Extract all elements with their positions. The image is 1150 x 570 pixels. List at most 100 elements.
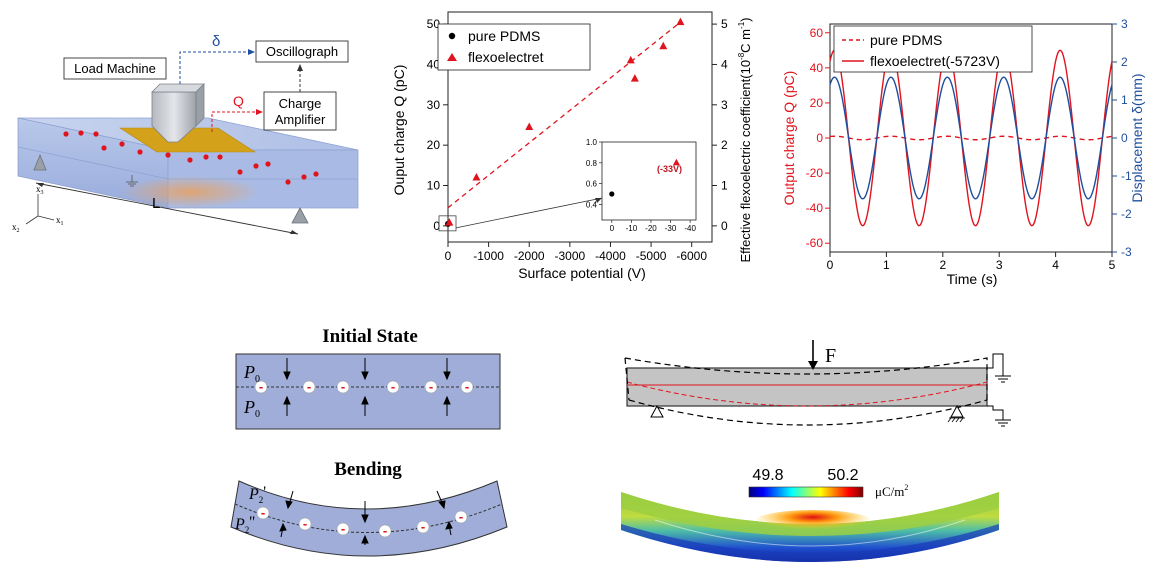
svg-text:x1: x1 bbox=[56, 215, 64, 227]
colorbar-unit-text: μC/m bbox=[875, 484, 904, 499]
axis-x1-label: x bbox=[56, 215, 61, 225]
charge-amplifier-label-1: Charge bbox=[279, 96, 322, 111]
chart2-legend: pure PDMS flexoelectret(-5723V) bbox=[833, 25, 1033, 73]
chart2-y-tick-label: -20 bbox=[806, 166, 824, 180]
p2-prime-mark: ' bbox=[263, 484, 266, 501]
charge-symbol: - bbox=[307, 379, 311, 394]
p2-double-prime-label: P bbox=[234, 516, 245, 533]
charge-circle bbox=[378, 524, 392, 538]
p2-prime-label: P bbox=[248, 486, 259, 503]
charge-circle bbox=[336, 522, 350, 536]
chart2-x-tick-label: 0 bbox=[827, 258, 834, 272]
charge-symbol: - bbox=[391, 379, 395, 394]
charge-circle bbox=[254, 380, 268, 394]
charge-circle bbox=[302, 380, 316, 394]
colorbar-unit: μC/m2 bbox=[875, 483, 908, 499]
svg-text:P2'': P2'' bbox=[234, 514, 255, 535]
colorbar-max-label: 50.2 bbox=[827, 467, 858, 484]
charge-symbol: - bbox=[421, 519, 425, 534]
chart1-y-tick-label: 50 bbox=[427, 17, 441, 31]
polarization-contour-plot: 49.8 50.2 μC/m2 bbox=[621, 467, 999, 562]
coordinate-axes-icon bbox=[25, 194, 55, 225]
chart1-y-tick-label: 10 bbox=[427, 179, 441, 193]
zoom-box bbox=[438, 215, 457, 232]
charge-symbol: - bbox=[465, 379, 469, 394]
experiment-setup-diagram: L x3 x1 x2 Load Machine Oscillograph Cha… bbox=[12, 33, 359, 235]
bent-sample bbox=[230, 480, 508, 557]
legend-flexoelectret-label: flexoelectret bbox=[468, 49, 544, 65]
legend-pdms-marker bbox=[448, 32, 456, 40]
chart2-y-tick-label: -40 bbox=[806, 201, 824, 215]
initial-state-title: Initial State bbox=[322, 326, 418, 347]
inset-x-tick-label: 0 bbox=[610, 224, 615, 233]
chart1-point-flexoelectret bbox=[472, 172, 481, 181]
polarization-arrowhead bbox=[443, 371, 451, 381]
chart1-x-tick-label: -2000 bbox=[514, 249, 545, 263]
chart2-y-tick-label: 20 bbox=[810, 96, 824, 110]
polarization-arrowhead bbox=[361, 395, 369, 405]
chart2-y2-tick-label: -3 bbox=[1121, 245, 1132, 259]
chart1-y-tick-label: 40 bbox=[427, 57, 441, 71]
legend-flexoelectret-marker bbox=[447, 53, 457, 61]
inset-x-tick-label: -20 bbox=[645, 224, 657, 233]
chart2-y-tick-label: 0 bbox=[816, 131, 823, 145]
chart1-y-axis-label: Ouput charge Q (pC) bbox=[391, 65, 407, 196]
ground-icon bbox=[126, 175, 138, 187]
chart2-series-line-0 bbox=[829, 135, 1113, 141]
axis-x1-sub: 1 bbox=[61, 221, 64, 227]
legend-pdms-label: pure PDMS bbox=[468, 28, 540, 44]
chart1-y2-tick-label: 5 bbox=[721, 17, 728, 31]
chart1-y2-label-tail: C m bbox=[738, 29, 753, 53]
chart1-point-flexoelectret bbox=[525, 122, 534, 130]
charge-symbol: - bbox=[429, 379, 433, 394]
force-label: F bbox=[825, 345, 836, 367]
p2-prime-sub: 2 bbox=[259, 495, 264, 505]
chart2-x-tick-label: 3 bbox=[996, 258, 1003, 272]
chart2-y-tick-label: -60 bbox=[806, 236, 824, 250]
bending-diagram: Bending -- - - -- P2' P2'' bbox=[230, 459, 508, 557]
inset-point-pdms bbox=[609, 191, 615, 197]
axis-x2-label: x bbox=[12, 222, 17, 232]
legend-flexoelectret-line-label: flexoelectret(-5723V) bbox=[870, 53, 1000, 69]
charge-symbol: - bbox=[459, 509, 463, 524]
p0-bottom-sub: 0 bbox=[255, 409, 260, 420]
surface-charges bbox=[63, 130, 319, 185]
p0-bottom-label: P bbox=[243, 397, 255, 417]
chart1-y2-tick-label: 4 bbox=[721, 57, 728, 71]
pin-support-right bbox=[950, 404, 964, 418]
load-machine-label: Load Machine bbox=[74, 61, 156, 76]
svg-text:P2': P2' bbox=[248, 484, 266, 505]
chart2-y2-tick-label: 1 bbox=[1121, 93, 1128, 107]
inset-y-tick-label: 0.6 bbox=[586, 180, 598, 189]
chart1-y2-label-close: ) bbox=[738, 17, 753, 21]
chart1-point-flexoelectret bbox=[626, 55, 635, 64]
svg-text:x3: x3 bbox=[36, 184, 44, 196]
chart2-y2-tick-label: 3 bbox=[1121, 17, 1128, 31]
heat-glow bbox=[120, 176, 260, 208]
oscillograph-label: Oscillograph bbox=[266, 44, 338, 59]
chart2-x-axis-label: Time (s) bbox=[947, 271, 998, 287]
chart1-x-tick-label: -4000 bbox=[595, 249, 626, 263]
charge-circle bbox=[298, 517, 312, 531]
charge-symbol: - bbox=[341, 521, 345, 536]
charge-symbol: - bbox=[259, 379, 263, 394]
colorbar bbox=[748, 486, 864, 498]
pin-support-left bbox=[650, 404, 664, 418]
chart1-point-flexoelectret bbox=[676, 17, 685, 26]
chart1-x-tick-label: -1000 bbox=[473, 249, 504, 263]
polarization-arrowhead bbox=[283, 371, 291, 381]
charge-symbol: - bbox=[341, 379, 345, 394]
p2-double-prime-mark: '' bbox=[249, 514, 255, 531]
polarization-arrowhead bbox=[361, 371, 369, 381]
charge-circle bbox=[454, 510, 468, 524]
inset-y-tick-label: 0.4 bbox=[586, 200, 598, 209]
inset-y-tick-label: 1.0 bbox=[586, 138, 598, 147]
charge-symbol: - bbox=[383, 523, 387, 538]
inset-annotation: (-33V) bbox=[657, 164, 682, 174]
charge-vs-time-chart: 0 1 2 3 4 5 -60 -40 -20 0 20 40 60 -3 -2 -1 0 1 2 3 Time (s… bbox=[781, 17, 1145, 287]
charge-vs-potential-chart: 0 -1000 -2000 -3000 -4000 -5000 -6000010203040… bbox=[391, 11, 753, 281]
svg-text:P0: P0 bbox=[243, 397, 260, 420]
polarization-arrowhead bbox=[443, 395, 451, 405]
chart1-y2-tick-label: 3 bbox=[721, 98, 728, 112]
chart2-y2-tick-label: -2 bbox=[1121, 207, 1132, 221]
